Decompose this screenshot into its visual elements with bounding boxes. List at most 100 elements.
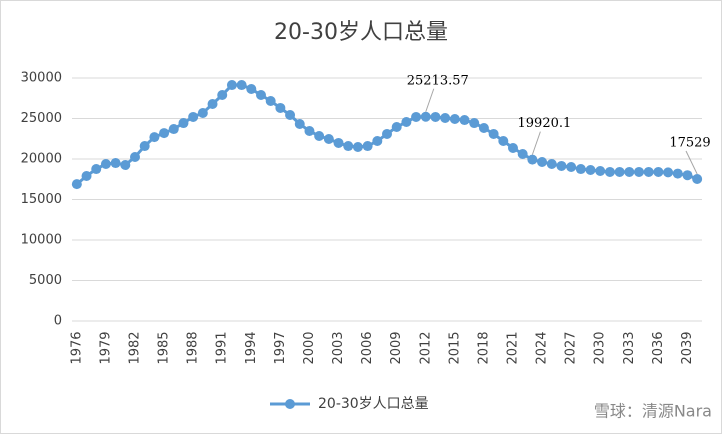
data-point: [469, 118, 480, 129]
data-point: [314, 130, 325, 141]
data-point: [682, 170, 693, 181]
data-point: [478, 122, 489, 133]
data-point: [304, 125, 315, 136]
data-point: [217, 90, 228, 101]
data-point: [168, 124, 179, 135]
data-point: [585, 165, 596, 176]
x-tick-label: 2018: [476, 331, 491, 364]
x-tick-label: 1982: [128, 331, 143, 364]
data-point: [120, 159, 131, 170]
x-tick-label: 1994: [244, 331, 259, 364]
data-point: [391, 122, 402, 133]
data-point: [411, 111, 422, 122]
data-label: 19920.1: [518, 116, 572, 131]
label-leader: [531, 131, 541, 155]
x-tick-label: 2006: [360, 331, 375, 364]
x-tick-label: 1988: [186, 331, 201, 364]
data-point: [139, 141, 150, 152]
y-tick-label: 10000: [21, 233, 62, 248]
data-point: [634, 166, 644, 177]
x-tick-label: 2030: [593, 331, 608, 364]
data-point: [91, 164, 102, 175]
legend-label: 20-30岁人口总量: [318, 396, 429, 412]
watermark: 雪球：清源Nara: [594, 402, 712, 421]
data-point: [663, 167, 674, 178]
data-point: [81, 171, 92, 182]
x-tick-label: 2033: [622, 331, 637, 364]
x-tick-label: 2003: [331, 331, 346, 364]
data-point: [614, 166, 625, 177]
data-point: [420, 111, 431, 122]
data-point: [508, 142, 518, 153]
data-point: [566, 162, 577, 173]
data-point: [343, 141, 354, 152]
data-point: [537, 156, 548, 167]
data-label: 25213.57: [407, 73, 469, 88]
y-tick-label: 15000: [21, 192, 62, 207]
data-point: [362, 141, 373, 152]
data-point: [159, 128, 170, 139]
data-point: [556, 160, 567, 171]
data-point: [275, 102, 286, 113]
x-tick-label: 2024: [535, 331, 550, 364]
x-tick-label: 1991: [215, 331, 230, 364]
data-point: [604, 166, 615, 177]
data-label: 17529: [669, 136, 710, 151]
x-tick-label: 2036: [651, 331, 666, 364]
data-point: [517, 148, 528, 159]
data-point: [546, 159, 557, 170]
x-tick-label: 2021: [506, 331, 521, 364]
y-tick-label: 30000: [21, 71, 62, 86]
data-point: [653, 166, 664, 177]
data-point: [256, 90, 266, 101]
data-point: [236, 80, 247, 91]
y-tick-label: 25000: [21, 111, 62, 126]
data-point: [498, 136, 509, 147]
data-point: [372, 136, 383, 147]
data-point: [207, 99, 218, 110]
data-point: [226, 80, 237, 91]
label-leader: [425, 88, 435, 112]
y-tick-label: 5000: [29, 273, 62, 288]
x-tick-label: 2000: [302, 331, 317, 364]
data-point: [130, 151, 140, 162]
data-point: [294, 119, 305, 130]
data-point: [178, 118, 189, 129]
chart-title: 20-30岁人口总量: [274, 20, 448, 45]
data-point: [401, 116, 412, 127]
data-point: [575, 164, 586, 175]
data-point: [595, 165, 606, 176]
data-point: [149, 132, 160, 143]
data-point: [352, 142, 363, 153]
data-point: [100, 159, 111, 170]
x-tick-label: 2039: [680, 331, 695, 364]
data-point: [285, 110, 296, 121]
x-tick-label: 2009: [389, 331, 404, 364]
data-point: [197, 107, 208, 118]
x-tick-label: 1985: [157, 331, 172, 364]
x-tick-label: 2012: [418, 331, 433, 364]
data-point: [333, 137, 344, 148]
data-point: [449, 113, 460, 124]
legend-marker: [285, 399, 295, 409]
label-leader: [685, 150, 698, 175]
data-point: [110, 158, 121, 169]
x-tick-label: 1997: [273, 331, 288, 364]
data-point: [188, 111, 199, 122]
data-point: [459, 115, 470, 126]
x-tick-label: 2027: [564, 331, 579, 364]
data-point: [692, 174, 703, 185]
data-point: [488, 128, 499, 139]
y-tick-label: 0: [54, 314, 62, 329]
x-tick-label: 1979: [98, 331, 113, 364]
data-point: [624, 166, 635, 177]
data-point: [643, 166, 654, 177]
data-point: [246, 84, 257, 95]
y-tick-label: 20000: [21, 152, 62, 167]
data-point: [382, 128, 392, 139]
data-point: [265, 96, 276, 107]
x-tick-label: 2015: [447, 331, 462, 364]
x-tick-label: 1976: [69, 331, 84, 364]
data-point: [430, 111, 441, 122]
